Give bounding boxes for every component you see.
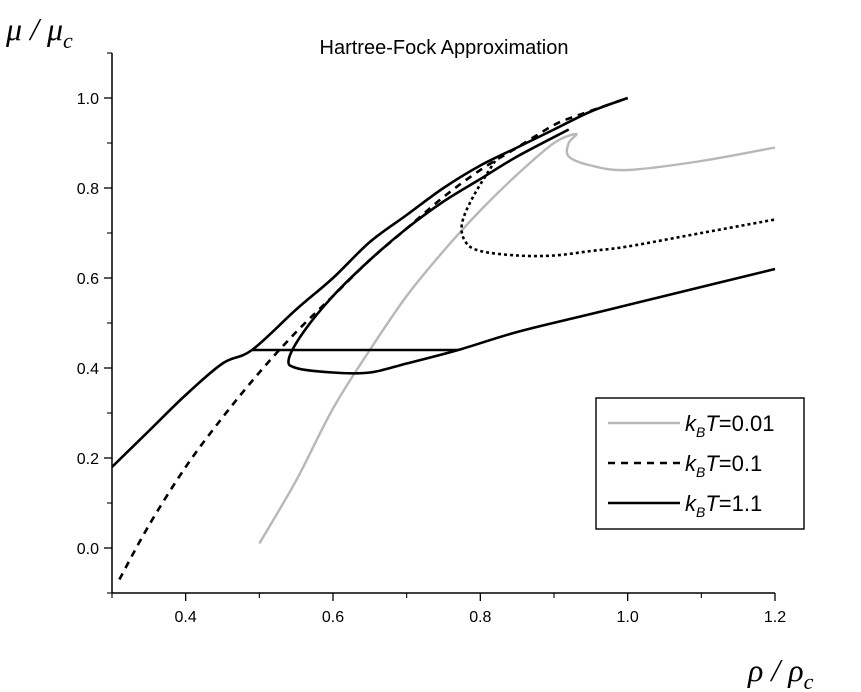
y-tick-label: 0.6	[77, 271, 99, 288]
y-axis-label: μ / μc	[5, 11, 73, 53]
y-tick-label: 0.8	[77, 181, 99, 198]
x-tick-label: 1.0	[617, 609, 639, 626]
legend-label-0: kBT=0.01	[685, 411, 774, 440]
y-axis-label-sub: c	[63, 28, 73, 53]
axes: 0.4 0.6 0.8 1.0 1.2 0.0 0.2 0.4 0.6 0.8 1.0	[77, 52, 786, 626]
chart-title: Hartree-Fock Approximation	[320, 37, 569, 59]
x-axis-label-sym: ρ	[787, 652, 803, 688]
y-tick-label: 1.0	[77, 91, 99, 108]
legend-box	[595, 397, 805, 530]
x-axis-label-sep: /	[763, 652, 788, 688]
series-line-2	[460, 160, 776, 258]
plot-area	[111, 96, 776, 581]
y-tick-label: 0.0	[77, 541, 99, 558]
legend-label-1: kBT=0.1	[685, 451, 762, 480]
y-axis-label-main: μ	[5, 11, 22, 47]
x-axis-label: ρ / ρc	[747, 652, 814, 692]
series-line-3	[111, 96, 629, 468]
legend-label-2: kBT=1.1	[685, 491, 762, 520]
y-tick-label: 0.4	[77, 361, 99, 378]
x-tick-label: 0.6	[322, 609, 344, 626]
series-line-0	[258, 132, 776, 545]
x-axis-label-sub: c	[804, 669, 814, 692]
series-line-1	[118, 96, 629, 581]
x-tick-label: 1.2	[764, 609, 786, 626]
y-tick-label: 0.2	[77, 451, 99, 468]
series-line-4	[287, 128, 776, 375]
legend: kBT=0.01 kBT=0.1 kBT=1.1	[595, 397, 805, 530]
x-axis-label-main: ρ	[747, 652, 763, 688]
x-tick-label: 0.4	[175, 609, 197, 626]
y-axis-label-sep: /	[22, 11, 47, 47]
x-tick-label: 0.8	[469, 609, 491, 626]
y-axis-label-sym: μ	[46, 11, 63, 47]
